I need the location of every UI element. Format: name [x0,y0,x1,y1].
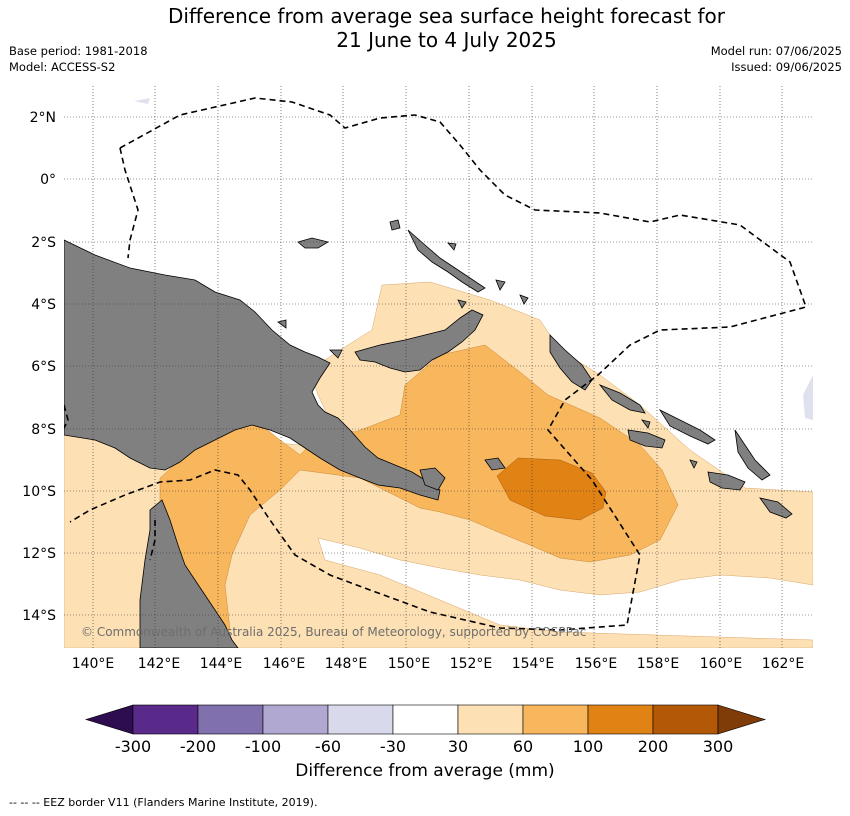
lat-label: 8°S [31,422,56,438]
chart-title: Difference from average sea surface heig… [0,4,850,52]
land-malaita [734,429,771,481]
land-rennell [759,497,793,519]
land-new-ireland [407,229,486,293]
lat-axis-labels: 2°N 0° 2°S 4°S 6°S 8°S 10°S 12°S 14°S [22,110,56,624]
base-period: Base period: 1981-2018 [9,44,148,58]
land-guadalcanal [627,429,666,449]
colorbar-tick: 100 [573,737,604,756]
lat-label: 14°S [22,608,56,624]
colorbar-cell [392,704,459,735]
colorbar-cell [84,704,134,735]
land-bougainville [549,334,593,391]
colorbar-cell [132,704,199,735]
colorbar-tick: -300 [115,737,151,756]
map-area [64,86,813,648]
land-new-britain [354,309,484,373]
lon-label: 146°E [263,656,306,672]
colorbar-cell [262,704,329,735]
lon-label: 156°E [575,656,618,672]
land-choiseul [598,384,646,414]
copyright-notice: © Commonwealth of Australia 2025, Bureau… [81,625,587,639]
colorbar-tick: 200 [638,737,669,756]
title-line-2: 21 June to 4 July 2025 [336,28,557,52]
lat-label: 10°S [22,484,56,500]
lat-label: 6°S [31,359,56,375]
eez-border [64,97,808,631]
colorbar-cell [197,704,264,735]
colorbar-cell [587,704,654,735]
colorbar-cell [652,704,719,735]
land-makira [707,471,746,491]
lon-label: 160°E [700,656,743,672]
land-rossel [484,457,506,471]
land-masses [64,219,793,648]
colorbar [84,704,767,735]
lat-label: 4°S [31,297,56,313]
colorbar-tick: 60 [513,737,533,756]
land-small-islands [277,219,698,469]
meta-right: Model run: 07/06/2025 Issued: 09/06/2025 [711,43,842,75]
meta-left: Base period: 1981-2018 Model: ACCESS-S2 [9,43,148,75]
colorbar-tick: 30 [448,737,468,756]
lon-label: 154°E [512,656,555,672]
land-fergusson [419,467,446,491]
colorbar-cell [457,704,524,735]
lon-label: 148°E [325,656,368,672]
land-santa-isabel [658,409,716,445]
lat-label: 0° [40,172,56,188]
lon-label: 152°E [450,656,493,672]
eez-footnote: -- -- -- EEZ border V11 (Flanders Marine… [9,796,318,809]
graticule [64,86,813,648]
colorbar-ticks: -300 -200 -100 -60 -30 30 60 100 200 300 [115,737,733,756]
land-australia-cape-york [139,499,239,648]
colorbar-tick: 300 [703,737,734,756]
colorbar-cell [522,704,589,735]
model-run: Model run: 07/06/2025 [710,44,842,58]
lon-label: 140°E [72,656,115,672]
issued-date: Issued: 09/06/2025 [731,60,842,74]
lat-label: 2°S [31,235,56,251]
title-line-1: Difference from average sea surface heig… [167,4,726,28]
colorbar-tick: -100 [245,737,281,756]
lon-axis-labels: 140°E 142°E 144°E 146°E 148°E 150°E 152°… [72,656,805,672]
lon-label: 162°E [762,656,805,672]
colorbar-tick: -60 [315,737,341,756]
lon-label: 150°E [388,656,431,672]
land-manus [297,237,330,249]
colorbar-cell [327,704,394,735]
colorbar-cell [717,704,767,735]
lon-label: 158°E [637,656,680,672]
model-name: Model: ACCESS-S2 [9,60,116,74]
colorbar-tick: -200 [180,737,216,756]
lon-label: 142°E [138,656,181,672]
lon-label: 144°E [200,656,243,672]
colorbar-tick: -30 [380,737,406,756]
lat-label: 12°S [22,546,56,562]
lat-label: 2°N [30,110,56,126]
colorbar-label: Difference from average (mm) [295,761,555,781]
